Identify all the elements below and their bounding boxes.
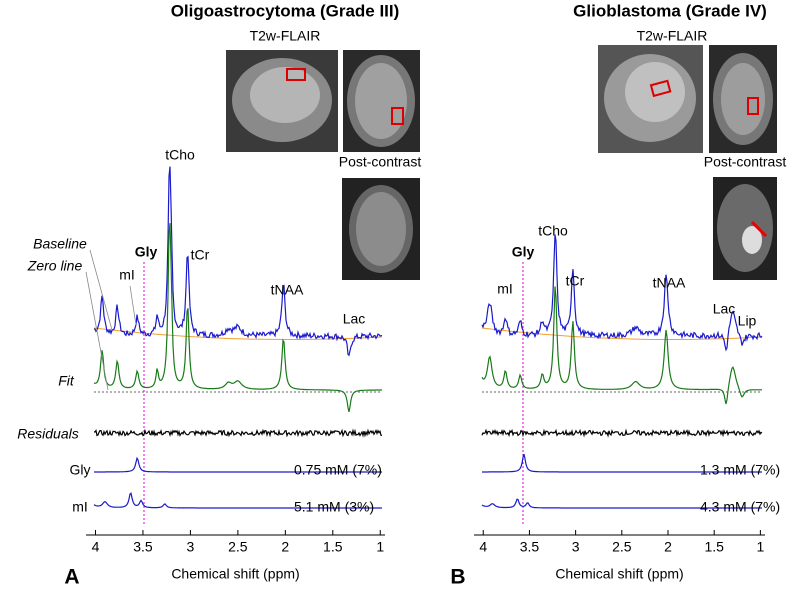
row-label: mI	[72, 499, 88, 515]
peak-label: tNAA	[653, 275, 686, 291]
x-tick-label: 2	[281, 539, 289, 555]
image-label: T2w-FLAIR	[250, 28, 321, 44]
x-tick-label: 2.5	[612, 539, 632, 555]
x-tick-label: 1	[376, 539, 384, 555]
concentration: 4.3 mM (7%)	[700, 499, 780, 515]
panel-letter: A	[64, 566, 79, 589]
spectrum	[481, 234, 763, 352]
panel-letter: B	[450, 566, 465, 589]
peak-label: Gly	[512, 244, 535, 260]
x-axis-title: Chemical shift (ppm)	[171, 566, 299, 582]
row-label: Residuals	[17, 426, 78, 442]
x-tick-label: 3.5	[133, 539, 153, 555]
baseline	[93, 327, 383, 341]
panel-title: Oligoastrocytoma (Grade III)	[171, 1, 400, 20]
spectrum	[94, 456, 382, 473]
row-label: Baseline	[33, 236, 87, 252]
image-label: T2w-FLAIR	[637, 28, 708, 44]
peak-label: tCho	[538, 223, 568, 239]
peak-label: tCho	[165, 147, 195, 163]
spectrum	[93, 166, 383, 357]
x-axis-title: Chemical shift (ppm)	[555, 566, 683, 582]
peak-label: Lip	[738, 313, 757, 329]
peak-label: tCr	[191, 247, 210, 263]
x-tick-label: 3	[187, 539, 195, 555]
peak-label: Lac	[343, 311, 366, 327]
spectrum	[93, 428, 382, 438]
baseline	[481, 327, 763, 341]
leader	[129, 285, 137, 326]
row-label: Zero line	[27, 258, 83, 274]
leader	[89, 249, 113, 331]
x-tick-label: 3.5	[520, 539, 540, 555]
peak-label: tCr	[566, 273, 585, 289]
x-tick-label: 4	[479, 539, 487, 555]
x-tick-label: 2	[664, 539, 672, 555]
spectrum	[481, 498, 762, 509]
panel-title: Glioblastoma (Grade IV)	[573, 1, 767, 20]
row-label: Gly	[70, 462, 91, 478]
peak-label: tNAA	[271, 282, 304, 298]
peak-label: Gly	[135, 244, 158, 260]
concentration: 5.1 mM (3%)	[294, 499, 374, 515]
concentration: 0.75 mM (7%)	[294, 462, 382, 478]
concentration: 1.3 mM (7%)	[700, 462, 780, 478]
x-tick-label: 2.5	[228, 539, 248, 555]
x-tick-label: 1.5	[704, 539, 724, 555]
spectrum	[93, 223, 382, 413]
row-label: Fit	[58, 373, 75, 389]
spectrum	[93, 492, 382, 509]
peak-label: Lac	[713, 301, 736, 317]
image-label: Post-contrast	[339, 154, 422, 170]
x-tick-label: 1	[756, 539, 764, 555]
leader	[85, 271, 109, 391]
peak-label: mI	[119, 267, 135, 283]
spectrum	[481, 286, 762, 405]
image-label: Post-contrast	[704, 154, 787, 170]
spectrum	[481, 428, 763, 438]
spectrum	[482, 453, 762, 473]
mri-images	[226, 45, 777, 280]
x-tick-label: 3	[572, 539, 580, 555]
x-tick-label: 4	[92, 539, 100, 555]
peak-label: mI	[497, 281, 513, 297]
x-tick-label: 1.5	[323, 539, 343, 555]
